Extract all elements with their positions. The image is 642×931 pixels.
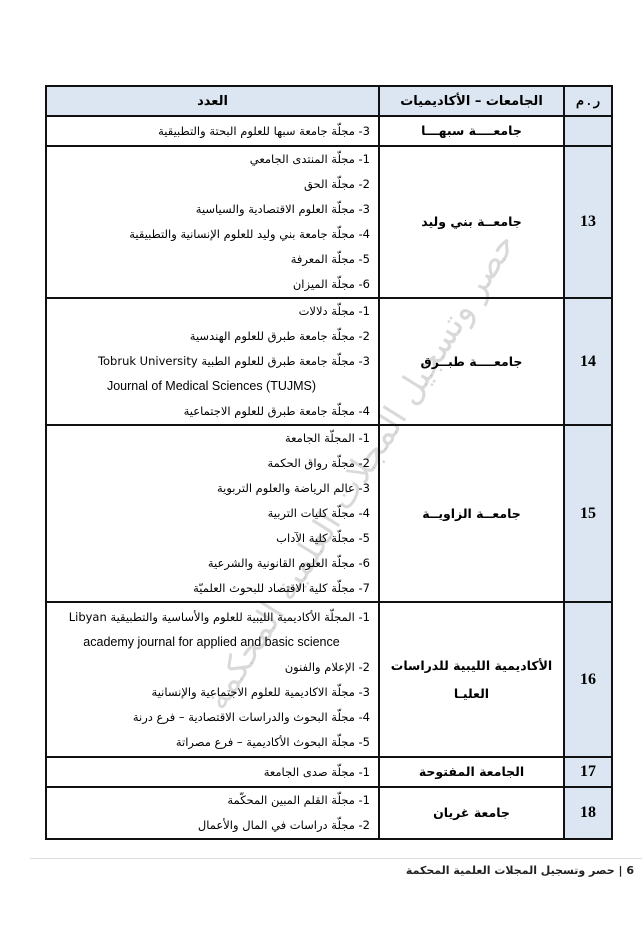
journal-item: 1- مجلّة صدى الجامعة (263, 764, 370, 779)
journal-item: 2- الإعلام والفنون (284, 659, 370, 674)
journal-item: 1- مجلّة المنتدى الجامعي (249, 152, 370, 166)
university-name: جامعــة بني وليد (378, 145, 565, 299)
journal-item: 2- مجلّة رواق الحكمة (267, 456, 370, 470)
table-row: 18 جامعة غريان 1- مجلّة القلم المبين الم… (45, 786, 613, 840)
table-row: 13 جامعــة بني وليد 1- مجلّة المنتدى الج… (45, 145, 613, 299)
table-row: 14 جامعــــة طبــرق 1- مجلّة دلالات 2- مج… (45, 297, 613, 426)
journal-item: 3- مجلّة جامعة سبها للعلوم البحتة والتطب… (158, 123, 370, 138)
journal-item: 4- مجلّة جامعة بني وليد للعلوم الإنسانية… (129, 227, 370, 241)
table-row: 17 الجامعة المفتوحة 1- مجلّة صدى الجامعة (45, 756, 613, 788)
journal-item: 1- مجلّة دلالات (298, 304, 370, 318)
journal-list: 1- مجلّة المنتدى الجامعي 2- مجلّة الحق 3- … (45, 145, 380, 299)
journal-item: 5- مجلّة المعرفة (290, 252, 370, 266)
journal-item: 5- مجلّة البحوث الأكاديمية – فرع مصراتة (175, 734, 370, 749)
journal-list: 1- مجلّة دلالات 2- مجلّة جامعة طبرق للعلو… (45, 297, 380, 426)
header-journals: العدد (45, 85, 380, 117)
table-row: 16 الأكاديمية الليبية للدراسات العليـا 1… (45, 601, 613, 758)
journal-item: 2- مجلّة الحق (303, 177, 370, 191)
page-footer: 6 | حصر وتسجيل المجلات العلمية المحكمة (406, 864, 634, 877)
university-name: جامعة غريان (378, 786, 565, 840)
row-number: 15 (563, 424, 613, 603)
journal-item: 4- مجلّة كليات التربية (267, 506, 370, 520)
journal-item: 3- مجلّة الاكاديمية للعلوم الاجتماعية وا… (151, 684, 370, 699)
journal-item: 6- مجلّة العلوم القانونية والشرعية (207, 556, 370, 570)
footer-title: حصر وتسجيل المجلات العلمية المحكمة (405, 864, 615, 877)
row-number (563, 115, 613, 147)
table-row: 15 جامعــة الزاويــة 1- المجلّة الجامعة 2… (45, 424, 613, 603)
row-number: 13 (563, 145, 613, 299)
journal-item: 7- مجلّة كلية الاقتصاد للبحوث العلميّة (193, 581, 370, 595)
universities-journals-table: ر . م الجامعات – الأكاديميات العدد جامعـ… (45, 85, 613, 840)
journal-item: 2- مجلّة دراسات في المال والأعمال (197, 818, 370, 832)
journal-item: 4- مجلّة جامعة طبرق للعلوم الاجتماعية (183, 404, 370, 418)
journal-item: academy journal for applied and basic sc… (83, 634, 340, 649)
university-name: الجامعة المفتوحة (378, 756, 565, 788)
row-number: 16 (563, 601, 613, 758)
footer-divider (30, 858, 642, 859)
journal-item: 6- مجلّة الميزان (292, 277, 370, 291)
journal-item: 4- مجلّة البحوث والدراسات الاقتصادية – ف… (132, 709, 370, 724)
table-header-row: ر . م الجامعات – الأكاديميات العدد (45, 85, 613, 117)
journal-list: 3- مجلّة جامعة سبها للعلوم البحتة والتطب… (45, 115, 380, 147)
university-name: جامعــة الزاويــة (378, 424, 565, 603)
journal-item: 3- مجلّة العلوم الاقتصادية والسياسية (195, 202, 370, 216)
university-name: الأكاديمية الليبية للدراسات العليـا (378, 601, 565, 758)
journal-item: 3- عالم الرياضة والعلوم التربوية (217, 481, 370, 495)
university-name: جامعــــة طبــرق (378, 297, 565, 426)
table-row: جامعــــة سبهـــا 3- مجلّة جامعة سبها لل… (45, 115, 613, 147)
journal-item: 2- مجلّة جامعة طبرق للعلوم الهندسية (189, 329, 370, 343)
journal-list: 1- مجلّة القلم المبين المحكّمة 2- مجلّة د… (45, 786, 380, 840)
journal-item: Journal of Medical Sciences (TUJMS) (106, 379, 317, 393)
header-university: الجامعات – الأكاديميات (378, 85, 565, 117)
journal-item: 1- المجلّة الجامعة (284, 431, 370, 445)
journal-item: 3- مجلّة جامعة طبرق للعلوم الطبية Tobruk… (97, 354, 370, 368)
journal-list: 1- المجلّة الأكاديمية الليبية للعلوم وال… (45, 601, 380, 758)
page-number: 6 (626, 864, 634, 877)
university-name: جامعــــة سبهـــا (378, 115, 565, 147)
journal-item: 1- مجلّة القلم المبين المحكّمة (227, 793, 370, 807)
row-number: 17 (563, 756, 613, 788)
journal-list: 1- المجلّة الجامعة 2- مجلّة رواق الحكمة 3-… (45, 424, 380, 603)
journal-item: 5- مجلّة كلية الآداب (276, 531, 370, 545)
row-number: 14 (563, 297, 613, 426)
header-number: ر . م (563, 85, 613, 117)
journal-list: 1- مجلّة صدى الجامعة (45, 756, 380, 788)
journal-item: 1- المجلّة الأكاديمية الليبية للعلوم وال… (68, 609, 370, 624)
footer-separator: | (614, 864, 623, 877)
row-number: 18 (563, 786, 613, 840)
